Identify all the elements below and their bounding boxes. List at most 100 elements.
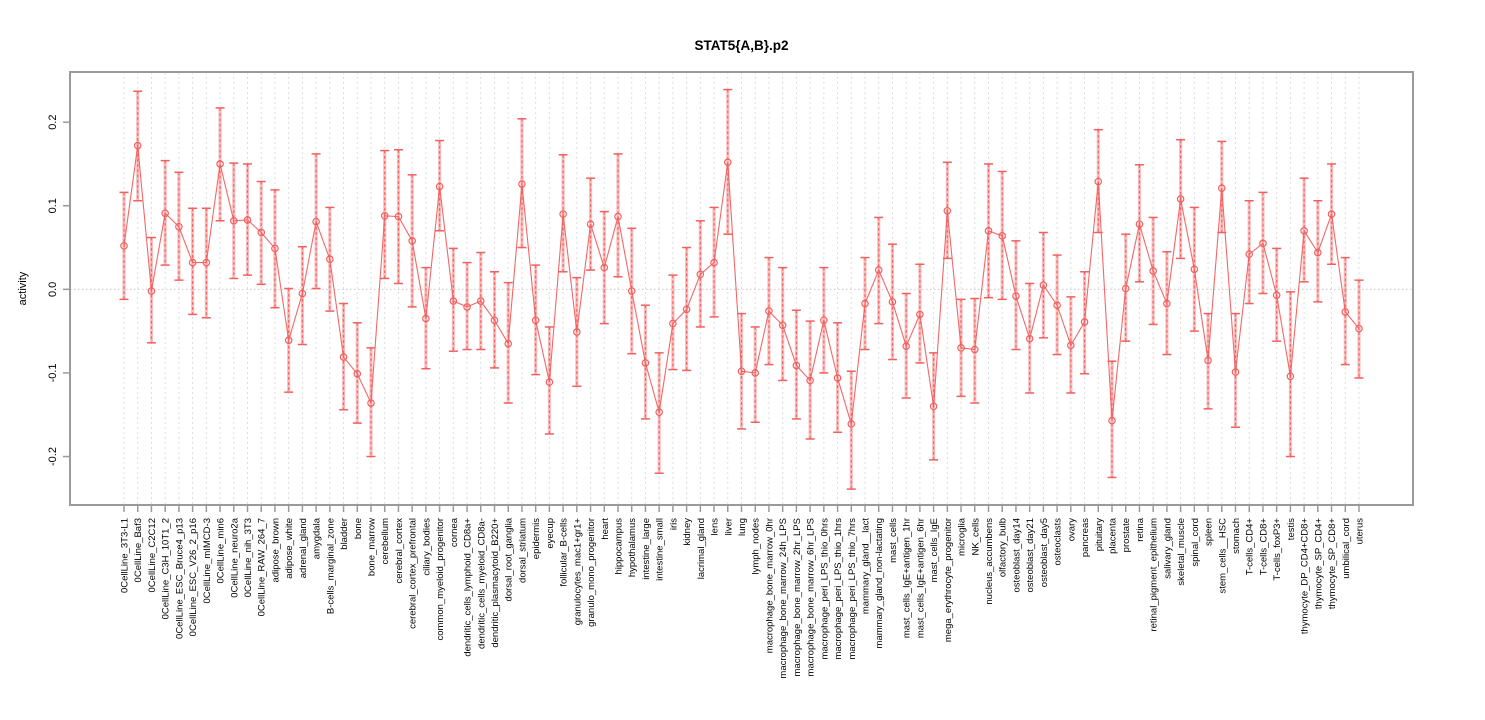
svg-text:dorsal_root_ganglia: dorsal_root_ganglia	[504, 517, 515, 601]
svg-text:NK_cells: NK_cells	[970, 518, 981, 556]
svg-text:adrenal_gland: adrenal_gland	[298, 518, 309, 578]
svg-text:mast_cells_IgE+antigen_6hr: mast_cells_IgE+antigen_6hr	[915, 518, 926, 638]
svg-text:activity: activity	[17, 271, 29, 305]
svg-text:mast_cells_IgE+antigen_1hr: mast_cells_IgE+antigen_1hr	[902, 518, 913, 638]
svg-text:bladder: bladder	[339, 518, 350, 550]
svg-text:mast_cells_IgE: mast_cells_IgE	[929, 518, 940, 582]
svg-text:nucleus_accumbens: nucleus_accumbens	[984, 518, 995, 605]
svg-text:B-cells_marginal_zone: B-cells_marginal_zone	[325, 518, 336, 614]
svg-text:-0.1: -0.1	[47, 363, 59, 382]
svg-text:macrophage_bone_marrow_24h_LPS: macrophage_bone_marrow_24h_LPS	[778, 518, 789, 679]
svg-text:ciliary_bodies: ciliary_bodies	[421, 518, 432, 576]
svg-text:prostate: prostate	[1121, 518, 1132, 552]
svg-text:mast_cells: mast_cells	[888, 518, 899, 563]
svg-text:osteoblast_day14: osteoblast_day14	[1011, 518, 1022, 592]
chart-title: STAT5{A,B}.p2	[694, 38, 789, 53]
svg-text:dorsal_striatum: dorsal_striatum	[517, 518, 528, 583]
svg-text:retina: retina	[1135, 517, 1146, 541]
svg-text:retinal_pigment_epithelium: retinal_pigment_epithelium	[1149, 518, 1160, 632]
svg-text:0.2: 0.2	[47, 115, 59, 130]
svg-text:lens: lens	[710, 518, 721, 536]
svg-text:olfactory_bulb: olfactory_bulb	[998, 518, 1009, 577]
svg-text:stem_cells__HSC: stem_cells__HSC	[1217, 518, 1228, 594]
svg-text:osteoclasts: osteoclasts	[1053, 518, 1064, 566]
svg-text:eyecup: eyecup	[545, 518, 556, 549]
svg-text:thymocyte_SP_CD4+: thymocyte_SP_CD4+	[1313, 518, 1324, 610]
svg-text:microglia: microglia	[957, 517, 968, 556]
svg-text:macrophage_peri_LPS_thio_1hrs: macrophage_peri_LPS_thio_1hrs	[833, 518, 844, 660]
svg-text:macrophage_bone_marrow_2hr_LPS: macrophage_bone_marrow_2hr_LPS	[792, 518, 803, 676]
svg-text:0CellLine_ESC_Bruce4_p13: 0CellLine_ESC_Bruce4_p13	[174, 518, 185, 639]
svg-text:osteoblast_day21: osteoblast_day21	[1025, 518, 1036, 592]
svg-text:salivary_gland: salivary_gland	[1162, 518, 1173, 579]
svg-text:macrophage_bone_marrow_6hr_LPS: macrophage_bone_marrow_6hr_LPS	[806, 518, 817, 676]
svg-text:granulo_mono_progenitor: granulo_mono_progenitor	[586, 518, 597, 627]
svg-text:iris: iris	[668, 518, 679, 530]
svg-text:T-cells_CD4+: T-cells_CD4+	[1245, 518, 1256, 576]
svg-text:adipose_white: adipose_white	[284, 518, 295, 579]
svg-text:kidney: kidney	[682, 518, 693, 546]
svg-text:0.0: 0.0	[47, 282, 59, 297]
svg-text:0.1: 0.1	[47, 198, 59, 213]
svg-text:0CellLine_neuro2a: 0CellLine_neuro2a	[229, 517, 240, 597]
svg-text:testis: testis	[1286, 518, 1297, 540]
svg-text:0CellLine_nih_3T3: 0CellLine_nih_3T3	[243, 518, 254, 597]
svg-text:skeletal_muscle: skeletal_muscle	[1176, 518, 1187, 586]
svg-text:lacrimal_gland: lacrimal_gland	[696, 518, 707, 579]
svg-text:macrophage_peri_LPS_thio_0hrs: macrophage_peri_LPS_thio_0hrs	[819, 518, 830, 660]
svg-text:pituitary: pituitary	[1094, 518, 1105, 552]
svg-text:dendritic_plasmacytoid_B220+: dendritic_plasmacytoid_B220+	[490, 518, 501, 648]
svg-text:spinal_cord: spinal_cord	[1190, 518, 1201, 567]
svg-text:intestine_large: intestine_large	[641, 518, 652, 580]
svg-text:spleen: spleen	[1204, 518, 1215, 546]
svg-text:mammary_gland_non-lactating: mammary_gland_non-lactating	[874, 518, 885, 648]
svg-text:heart: heart	[600, 518, 611, 540]
svg-text:0CellLine_mIMCD-3: 0CellLine_mIMCD-3	[202, 518, 213, 604]
svg-text:uterus: uterus	[1355, 518, 1366, 545]
svg-text:0CellLine_ESC_V26_2_p16: 0CellLine_ESC_V26_2_p16	[188, 518, 199, 636]
svg-text:0CellLine_C2C12: 0CellLine_C2C12	[147, 518, 158, 592]
svg-text:mega_erythrocyte_progenitor: mega_erythrocyte_progenitor	[943, 518, 954, 642]
svg-text:cornea: cornea	[449, 517, 460, 547]
svg-text:amygdala: amygdala	[312, 517, 323, 559]
svg-text:0CellLine_3T3-L1: 0CellLine_3T3-L1	[120, 518, 131, 593]
svg-text:common_myeloid_progenitor: common_myeloid_progenitor	[435, 518, 446, 641]
svg-text:intestine_small: intestine_small	[655, 518, 666, 581]
svg-text:osteoblast_day5: osteoblast_day5	[1039, 518, 1050, 587]
svg-text:stomach: stomach	[1231, 518, 1242, 554]
svg-text:0CellLine_Baf3: 0CellLine_Baf3	[133, 518, 144, 582]
svg-text:follicular_B-cells: follicular_B-cells	[559, 518, 570, 587]
svg-text:dendritic_cells_lymphoid_CD8a+: dendritic_cells_lymphoid_CD8a+	[463, 518, 474, 657]
svg-text:hippocampus: hippocampus	[614, 518, 625, 575]
svg-text:T-cells_CD8+: T-cells_CD8+	[1258, 518, 1269, 576]
svg-text:mammary_gland__lact: mammary_gland__lact	[861, 518, 872, 614]
svg-text:epidermis: epidermis	[531, 518, 542, 559]
svg-text:thymocyte_SP_CD8+: thymocyte_SP_CD8+	[1327, 518, 1338, 610]
svg-text:lung: lung	[737, 518, 748, 536]
svg-text:cerebral_cortex: cerebral_cortex	[394, 518, 405, 584]
svg-text:thymocyte_DP_CD4+CD8+: thymocyte_DP_CD4+CD8+	[1300, 518, 1311, 635]
svg-text:0CellLine_min6: 0CellLine_min6	[216, 518, 227, 583]
svg-text:T-cells_foxP3+: T-cells_foxP3+	[1272, 518, 1283, 581]
svg-text:ovary: ovary	[1066, 518, 1077, 541]
svg-text:dendritic_cells_myeloid_CD8a-: dendritic_cells_myeloid_CD8a-	[476, 518, 487, 649]
svg-text:granulocytes_mac1+gr1+: granulocytes_mac1+gr1+	[572, 518, 583, 626]
svg-text:macrophage_peri_LPS_thio_7hrs: macrophage_peri_LPS_thio_7hrs	[847, 518, 858, 660]
svg-text:0CellLine_RAW_264_7: 0CellLine_RAW_264_7	[257, 518, 268, 616]
svg-text:lymph_nodes: lymph_nodes	[751, 518, 762, 575]
svg-text:macrophage_bone_marrow_0hr: macrophage_bone_marrow_0hr	[764, 518, 775, 653]
svg-text:pancreas: pancreas	[1080, 518, 1091, 557]
svg-text:liver: liver	[723, 518, 734, 535]
svg-text:umbilical_cord: umbilical_cord	[1341, 518, 1352, 579]
svg-text:cerebellum: cerebellum	[380, 518, 391, 565]
svg-text:bone: bone	[353, 518, 364, 539]
svg-text:-0.2: -0.2	[47, 447, 59, 466]
svg-text:adipose_brown: adipose_brown	[270, 518, 281, 582]
svg-text:cerebral_cortex_prefrontal: cerebral_cortex_prefrontal	[408, 518, 419, 629]
svg-text:placenta: placenta	[1108, 517, 1119, 554]
svg-text:0CellLine_C3H_10T1_2: 0CellLine_C3H_10T1_2	[161, 518, 172, 619]
svg-text:bone_marrow: bone_marrow	[367, 518, 378, 576]
svg-text:hypothalamus: hypothalamus	[627, 518, 638, 577]
